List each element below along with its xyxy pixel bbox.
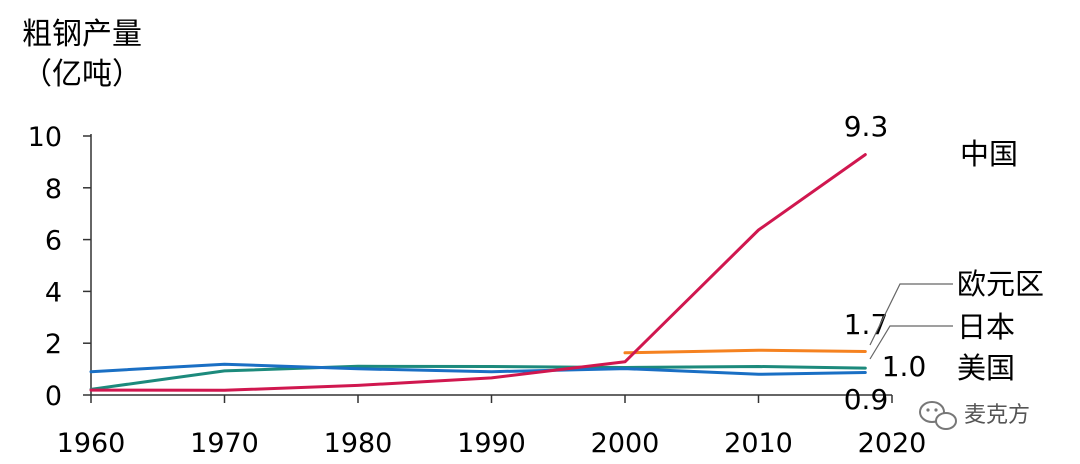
leader-line-1 — [869, 283, 953, 346]
y-tick-label: 4 — [45, 277, 62, 308]
y-axis-title-line1: 粗钢产量 — [22, 17, 142, 52]
end-label-1: 1.7 — [844, 308, 889, 341]
series-lines — [89, 153, 867, 392]
y-tick-label: 6 — [45, 226, 62, 257]
x-tick-label: 2010 — [724, 428, 793, 459]
series-line-3 — [89, 362, 867, 376]
watermark-text: 麦克方 — [964, 403, 1030, 428]
end-label-3: 0.9 — [844, 383, 889, 416]
axes: 0 2 4 6 8 10 1960 1970 1980 1990 2000 2010 2020 — [28, 122, 927, 459]
watermark: 麦克方 — [919, 401, 1030, 430]
y-tick-label: 10 — [28, 122, 62, 153]
y-tick-label: 2 — [45, 329, 62, 360]
end-label-0: 9.3 — [844, 110, 889, 143]
x-tick-label: 2000 — [591, 428, 660, 459]
series-label-3: 美国 — [957, 351, 1015, 385]
y-axis-title-line2: （亿吨） — [22, 57, 142, 92]
x-tick-label: 2020 — [858, 428, 927, 459]
x-tick-label: 1990 — [457, 428, 526, 459]
y-tick-label: 0 — [45, 381, 62, 412]
series-label-2: 日本 — [957, 310, 1015, 344]
series-line-2 — [89, 364, 867, 391]
y-tick-label: 8 — [45, 174, 62, 205]
end-value-labels: 9.3 1.7 1.00.9 — [844, 110, 927, 416]
series-label-1: 欧元区 — [957, 267, 1044, 301]
series-line-1 — [623, 348, 867, 355]
x-tick-label: 1980 — [324, 428, 393, 459]
series-line-0 — [89, 153, 867, 392]
series-label-0: 中国 — [960, 137, 1018, 171]
x-tick-label: 1970 — [190, 428, 259, 459]
leader-line-2 — [869, 325, 953, 360]
wechat-icon — [919, 401, 957, 430]
end-label-2: 1.0 — [882, 350, 927, 383]
x-tick-label: 1960 — [57, 428, 126, 459]
